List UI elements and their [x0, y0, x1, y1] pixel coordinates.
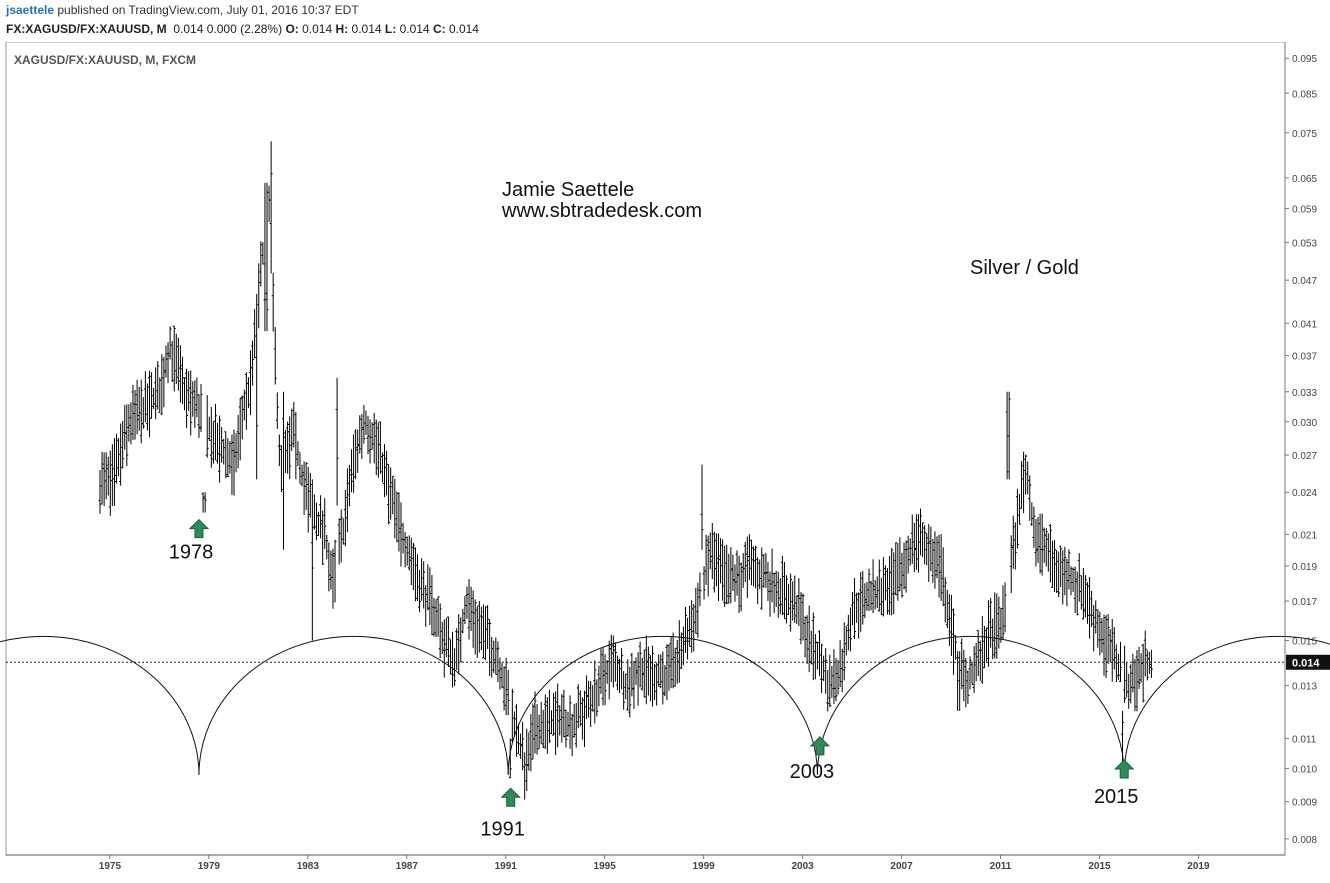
publish-info: published on TradingView.com, July 01, 2… — [57, 3, 359, 17]
ohlc-high-label: H: — [335, 22, 349, 36]
plot-border — [5, 41, 1286, 856]
price-tick-label: 0.010 — [1292, 764, 1317, 775]
price-bars — [98, 141, 1153, 800]
price-tick-label: 0.047 — [1292, 276, 1317, 287]
price-tick-label: 0.065 — [1292, 174, 1317, 185]
time-tick-label: 1991 — [495, 861, 518, 872]
time-tick-label: 2019 — [1187, 861, 1210, 872]
cycle-low-year-label: 2015 — [1094, 786, 1139, 808]
price-chart[interactable]: XAGUSD/FX:XAUUSD, M, FXCM 0.095 0.085 0.07… — [0, 41, 1330, 878]
price-tick-label: 0.095 — [1292, 54, 1317, 65]
symbol-line: FX:XAGUSD/FX:XAUUSD, M 0.014 0.000 (2.28… — [6, 22, 479, 36]
price-tick-label: 0.033 — [1292, 388, 1317, 399]
price-tick-label: 0.037 — [1292, 352, 1317, 363]
chart-symbol-label: XAGUSD/FX:XAUUSD, M, FXCM — [14, 53, 196, 67]
website-annotation: www.sbtradedesk.com — [501, 200, 702, 222]
ohlc-close-label: C: — [432, 22, 446, 36]
time-tick-label: 2015 — [1088, 861, 1111, 872]
price-tick-label: 0.015 — [1292, 637, 1317, 648]
time-tick-label: 2003 — [791, 861, 814, 872]
time-tick-label: 2011 — [990, 861, 1012, 872]
price-tick-label: 0.085 — [1292, 89, 1317, 100]
cycle-low-year-label: 1991 — [480, 818, 525, 840]
last-price-badge: 0.014 — [1286, 654, 1330, 670]
cycle-low-year-label: 1978 — [169, 542, 214, 564]
time-tick-label: 1987 — [396, 861, 419, 872]
cycle-arc — [0, 635, 200, 775]
price-tick-label: 0.021 — [1292, 530, 1317, 541]
last-price-badge-bg — [1286, 654, 1330, 670]
price-tick-label: 0.019 — [1292, 562, 1317, 573]
ohlc-high-value: 0.014 — [351, 22, 382, 36]
price-tick-label: 0.024 — [1292, 488, 1317, 499]
up-arrow-icon — [809, 736, 831, 756]
time-tick-label: 1983 — [297, 861, 320, 872]
ohlc-low-value: 0.014 — [399, 22, 430, 36]
author-link[interactable]: jsaettele — [6, 3, 55, 17]
price-tick-label: 0.059 — [1292, 204, 1317, 215]
cycle-low-markers: 1978 1991 2003 2015 — [169, 518, 1139, 840]
price-tick-label: 0.030 — [1292, 418, 1317, 429]
symbol-name: FX:XAGUSD/FX:XAUUSD, M — [6, 22, 167, 36]
up-arrow-icon — [188, 518, 210, 539]
up-arrow-icon — [500, 787, 521, 807]
price-tick-label: 0.009 — [1292, 798, 1317, 809]
time-tick-label: 2007 — [890, 861, 913, 872]
time-tick-label: 1975 — [99, 861, 122, 872]
time-tick-label: 1999 — [693, 861, 716, 872]
ohlc-open-label: O: — [285, 22, 299, 36]
price-tick-label: 0.053 — [1292, 238, 1317, 249]
ohlc-low-label: L: — [384, 22, 397, 36]
ohlc-close-value: 0.014 — [448, 22, 479, 36]
chart-area[interactable]: XAGUSD/FX:XAUUSD, M, FXCM 0.095 0.085 0.07… — [0, 41, 1330, 878]
last-price-label: 0.014 — [1292, 657, 1320, 669]
author-annotation: Jamie Saettele — [502, 179, 634, 201]
price-tick-label: 0.008 — [1292, 835, 1317, 846]
price-tick-label: 0.075 — [1292, 129, 1317, 140]
chart-title: Silver / Gold — [970, 257, 1079, 279]
cycle-arc — [507, 635, 818, 775]
time-tick-label: 1995 — [594, 861, 617, 872]
price-tick-label: 0.027 — [1292, 451, 1317, 462]
price-axis[interactable]: 0.095 0.085 0.075 0.065 0.059 0.053 0.047 0.041… — [1284, 42, 1317, 855]
cycle-arc — [816, 635, 1125, 775]
cycle-arc — [198, 635, 509, 775]
price-tick-label: 0.013 — [1292, 682, 1317, 693]
ohlc-open-value: 0.014 — [302, 22, 333, 36]
publish-line: jsaettele published on TradingView.com, … — [6, 3, 359, 17]
time-tick-label: 1979 — [198, 861, 221, 872]
price-tick-label: 0.041 — [1292, 319, 1317, 330]
price-tick-label: 0.011 — [1292, 734, 1317, 745]
quote-value: 0.014 0.000 (2.28%) — [173, 22, 283, 36]
price-tick-label: 0.017 — [1292, 597, 1317, 608]
up-arrow-icon — [1113, 759, 1135, 779]
cycle-low-year-label: 2003 — [790, 761, 835, 783]
time-axis[interactable]: 1975 1979 1983 1987 1991 1995 1999 2003 2007 2011… — [99, 855, 1210, 872]
